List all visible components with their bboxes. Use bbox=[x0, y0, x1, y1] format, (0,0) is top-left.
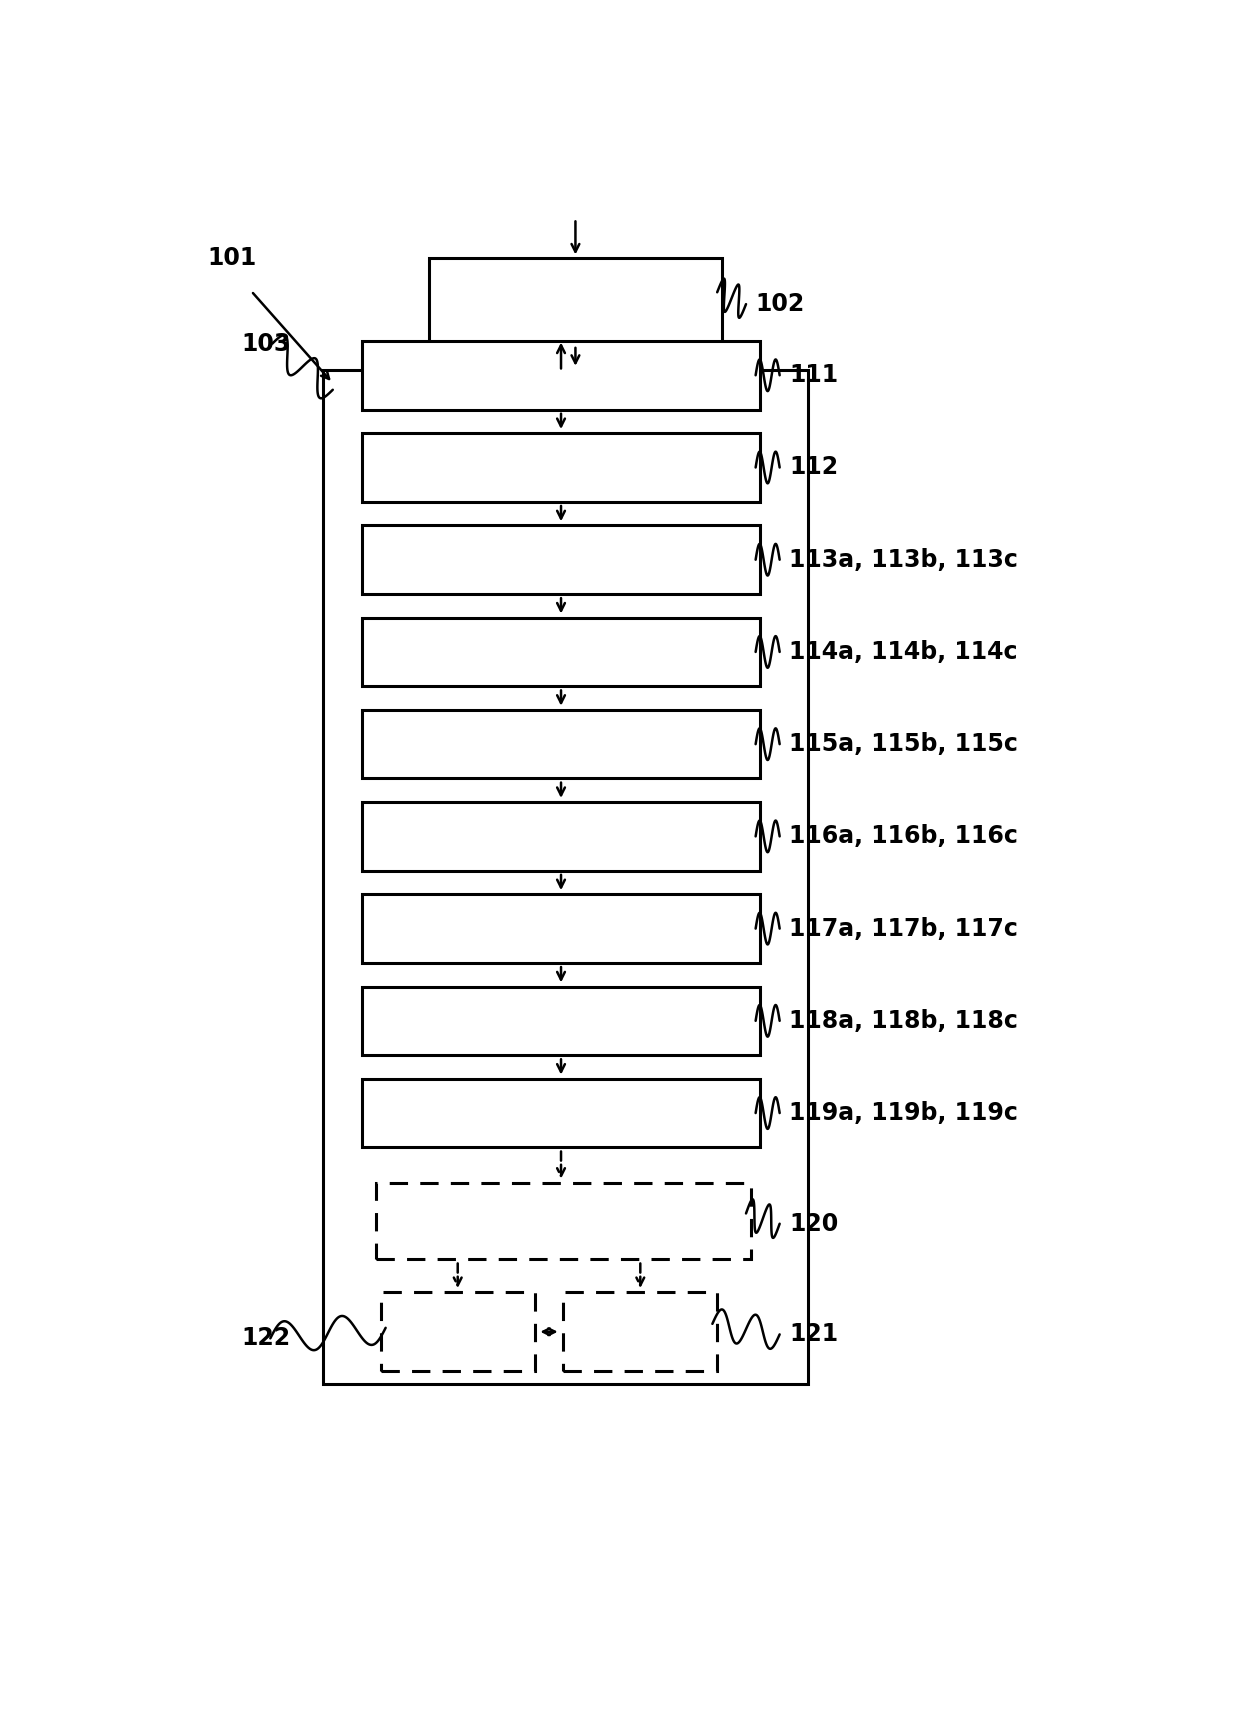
Bar bbox=[362, 525, 760, 594]
Bar bbox=[381, 1292, 534, 1371]
Bar bbox=[362, 1080, 760, 1148]
Bar bbox=[429, 258, 722, 344]
Bar bbox=[324, 370, 808, 1384]
Text: 112: 112 bbox=[789, 455, 838, 479]
Bar bbox=[362, 987, 760, 1056]
Bar bbox=[362, 340, 760, 409]
Text: 120: 120 bbox=[789, 1211, 838, 1235]
Text: 113a, 113b, 113c: 113a, 113b, 113c bbox=[789, 548, 1018, 571]
Text: 118a, 118b, 118c: 118a, 118b, 118c bbox=[789, 1009, 1018, 1033]
Bar bbox=[362, 710, 760, 779]
Text: 115a, 115b, 115c: 115a, 115b, 115c bbox=[789, 732, 1018, 756]
Text: 102: 102 bbox=[755, 293, 805, 317]
Text: 117a, 117b, 117c: 117a, 117b, 117c bbox=[789, 917, 1018, 941]
Text: 101: 101 bbox=[208, 246, 257, 270]
Text: 116a, 116b, 116c: 116a, 116b, 116c bbox=[789, 825, 1018, 849]
Bar bbox=[362, 618, 760, 686]
Text: 111: 111 bbox=[789, 363, 838, 387]
Bar bbox=[362, 802, 760, 871]
Bar bbox=[362, 433, 760, 501]
Bar bbox=[362, 895, 760, 963]
Text: 114a, 114b, 114c: 114a, 114b, 114c bbox=[789, 640, 1018, 664]
Bar bbox=[376, 1182, 750, 1259]
Text: 103: 103 bbox=[242, 332, 291, 356]
Text: 121: 121 bbox=[789, 1323, 838, 1347]
Bar bbox=[563, 1292, 717, 1371]
Text: 119a, 119b, 119c: 119a, 119b, 119c bbox=[789, 1102, 1018, 1126]
Text: 122: 122 bbox=[242, 1326, 290, 1350]
